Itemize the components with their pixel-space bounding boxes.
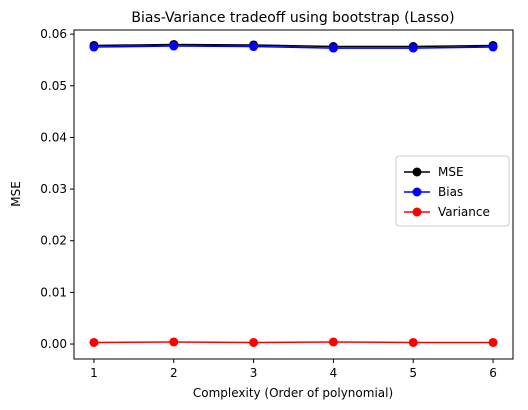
bias-point — [249, 42, 259, 52]
x-tick-label: 3 — [250, 366, 258, 380]
plot-frame — [73, 29, 514, 360]
variance-point — [249, 337, 259, 347]
legend-mse-marker — [412, 167, 422, 177]
legend-bias-marker — [412, 187, 422, 197]
bias-point — [328, 43, 338, 53]
bias-point — [89, 42, 99, 52]
y-tick-label: 0.00 — [40, 337, 67, 351]
x-tick-label: 6 — [489, 366, 497, 380]
y-tick-label: 0.03 — [40, 182, 67, 196]
legend-variance-label: Variance — [438, 205, 490, 219]
x-tick-label: 4 — [330, 366, 338, 380]
bias-point — [408, 43, 418, 53]
variance-point — [328, 337, 338, 347]
chart-title: Bias-Variance tradeoff using bootstrap (… — [131, 10, 454, 26]
mse-line — [93, 43, 494, 48]
x-tick-label: 5 — [409, 366, 417, 380]
variance-point — [169, 337, 179, 347]
y-tick-label: 0.02 — [40, 234, 67, 248]
x-axis-ticks: 1 2 3 4 5 6 — [90, 359, 497, 380]
series-layer — [89, 39, 498, 347]
legend-mse-label: MSE — [438, 165, 464, 179]
x-tick-label: 2 — [170, 366, 178, 380]
y-tick-label: 0.05 — [40, 79, 67, 93]
y-tick-label: 0.06 — [40, 27, 67, 41]
y-tick-label: 0.01 — [40, 285, 67, 299]
variance-point — [89, 337, 99, 347]
bias-point — [488, 42, 498, 52]
bias-point — [169, 41, 179, 51]
y-axis-ticks: 0.00 0.01 0.02 0.03 0.04 0.05 0.06 — [40, 27, 74, 351]
legend-bias-label: Bias — [438, 185, 463, 199]
x-axis-label: Complexity (Order of polynomial) — [193, 386, 393, 400]
variance-line — [93, 341, 494, 344]
variance-point — [408, 337, 418, 347]
legend-variance-marker — [412, 207, 422, 217]
bias-line — [93, 45, 494, 49]
legend: MSE Bias Variance — [395, 155, 510, 227]
y-axis-label: MSE — [9, 181, 23, 207]
x-tick-label: 1 — [90, 366, 98, 380]
variance-point — [488, 337, 498, 347]
legend-box — [395, 155, 510, 227]
y-tick-label: 0.04 — [40, 130, 67, 144]
